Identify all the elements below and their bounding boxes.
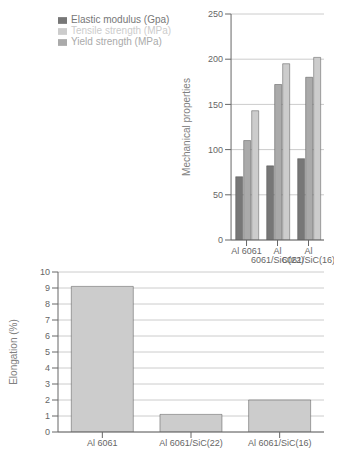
svg-text:200: 200	[208, 54, 223, 64]
svg-text:100: 100	[208, 145, 223, 155]
svg-text:Mechanical properties: Mechanical properties	[181, 78, 192, 176]
svg-text:2: 2	[45, 395, 50, 405]
svg-text:Al 6061/SiC(22): Al 6061/SiC(22)	[159, 438, 223, 448]
svg-text:Al6061/SiC(16): Al6061/SiC(16)	[282, 246, 334, 265]
svg-text:9: 9	[45, 283, 50, 293]
svg-text:6: 6	[45, 331, 50, 341]
svg-text:5: 5	[45, 347, 50, 357]
svg-text:3: 3	[45, 379, 50, 389]
svg-text:Al 6061: Al 6061	[87, 438, 118, 448]
svg-text:4: 4	[45, 363, 50, 373]
svg-text:0: 0	[45, 427, 50, 437]
svg-text:150: 150	[208, 100, 223, 110]
svg-text:10: 10	[40, 267, 50, 277]
svg-text:1: 1	[45, 411, 50, 421]
svg-text:0: 0	[218, 235, 223, 245]
svg-text:7: 7	[45, 315, 50, 325]
svg-text:250: 250	[208, 9, 223, 19]
svg-text:Elongation (%): Elongation (%)	[8, 319, 19, 385]
svg-text:50: 50	[213, 190, 223, 200]
svg-text:8: 8	[45, 299, 50, 309]
svg-text:Al 6061/SiC(16): Al 6061/SiC(16)	[248, 438, 312, 448]
